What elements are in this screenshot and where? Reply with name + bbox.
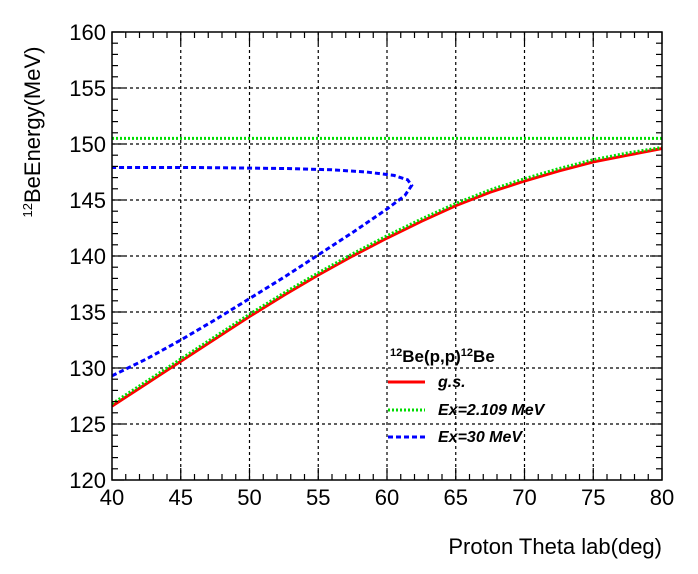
y-axis-title-text: BeEnergy(MeV) — [20, 47, 45, 204]
series-line-2 — [111, 145, 663, 406]
legend-title-end: Be — [473, 347, 495, 366]
y-tick-label: 130 — [69, 356, 106, 381]
legend-title-mid: Be(p,p) — [402, 347, 461, 366]
y-tick-label: 125 — [69, 412, 106, 437]
x-tick-label: 80 — [650, 485, 674, 510]
legend-label: g.s. — [437, 374, 466, 391]
legend-title-sup-2: 12 — [461, 347, 473, 359]
legend-label: Ex=30 MeV — [438, 429, 523, 446]
x-tick-label: 45 — [169, 485, 193, 510]
x-tick-label: 60 — [375, 485, 399, 510]
x-tick-label: 70 — [512, 485, 536, 510]
legend-entries: g.s. Ex=2.109 MeV Ex=30 MeV — [388, 374, 546, 446]
y-tick-label: 140 — [69, 244, 106, 269]
y-tick-label: 155 — [69, 76, 106, 101]
legend-title: 12Be(p,p)12Be — [390, 347, 495, 366]
legend-title-sup-1: 12 — [390, 347, 402, 359]
grid-lines — [112, 32, 662, 480]
y-tick-label: 160 — [69, 20, 106, 45]
legend-label: Ex=2.109 MeV — [438, 402, 546, 419]
y-tick-label: 135 — [69, 300, 106, 325]
series-line-1 — [111, 147, 663, 408]
x-tick-label: 75 — [581, 485, 605, 510]
axis-ticks — [111, 31, 663, 481]
x-tick-label: 40 — [100, 485, 124, 510]
y-tick-label: 120 — [69, 468, 106, 493]
x-tick-label: 55 — [306, 485, 330, 510]
x-tick-label: 65 — [444, 485, 468, 510]
y-tick-label: 145 — [69, 188, 106, 213]
series-lines — [111, 136, 663, 408]
series-line-3 — [111, 166, 414, 378]
x-axis-title: Proton Theta lab(deg) — [448, 534, 662, 559]
y-axis-title: 12BeEnergy(MeV) — [20, 47, 45, 218]
x-tick-label: 50 — [237, 485, 261, 510]
y-tick-label: 150 — [69, 132, 106, 157]
tick-labels: 40 45 50 55 60 65 70 75 80 120 125 130 135 140 145 150 1… — [69, 20, 674, 510]
y-axis-title-superscript: 12 — [20, 203, 35, 217]
